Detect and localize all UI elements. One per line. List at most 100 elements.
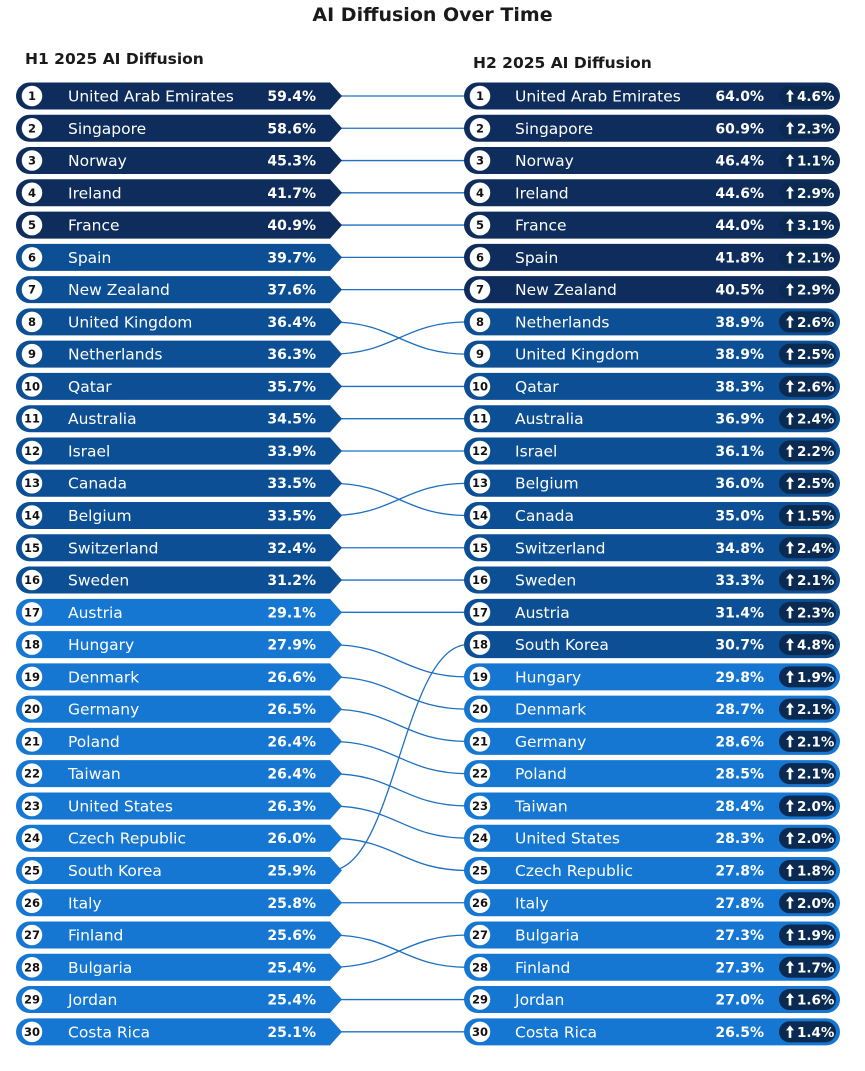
h1-rank-badge (20, 374, 44, 399)
h2-delta-badge (779, 1021, 836, 1043)
h2-row-bar (464, 437, 840, 465)
h2-rank-number: 3 (476, 154, 484, 168)
h2-rank-number: 8 (476, 315, 484, 329)
h2-rank-badge (468, 665, 492, 689)
h2-delta-badge (779, 85, 836, 107)
h1-row-bar (16, 792, 342, 820)
h1-row-bar (16, 953, 342, 981)
up-arrow-icon (786, 831, 794, 845)
h1-value-label: 37.6% (267, 283, 316, 299)
h1-country-label: Taiwan (67, 765, 121, 783)
h1-row: 10 Qatar 35.7% (16, 372, 342, 400)
h2-row: 4 Ireland 44.6% 2.9% (464, 179, 840, 207)
h1-country-label: Italy (68, 894, 102, 912)
h1-country-label: Poland (68, 733, 120, 751)
h2-row: 6 Spain 41.8% 2.1% (464, 243, 840, 271)
up-arrow-icon (786, 799, 794, 812)
h1-rank-badge (20, 761, 44, 786)
h2-country-label: Finland (515, 959, 570, 977)
up-arrow-icon (786, 734, 794, 748)
h2-delta-badge (779, 730, 836, 752)
h1-row-bar (16, 82, 342, 110)
h1-row: 20 Germany 26.5% (16, 695, 342, 723)
h1-row: 18 Hungary 27.9% (16, 631, 342, 659)
h2-row-bar (464, 308, 840, 336)
h2-rank-badge (468, 987, 492, 1012)
h2-row-bar (464, 792, 840, 820)
h2-value-label: 31.4% (715, 605, 764, 621)
h2-delta-label: 2.9% (797, 283, 835, 299)
h2-value-label: 40.5% (715, 283, 764, 299)
h1-row: 6 Spain 39.7% (16, 243, 342, 271)
connector-germany (329, 708, 469, 743)
h2-row: 1 United Arab Emirates 64.0% 4.6% (464, 82, 840, 110)
h2-value-label: 28.5% (715, 767, 764, 783)
h2-rank-number: 22 (472, 767, 488, 781)
h2-row-bar (464, 856, 840, 884)
h2-delta-label: 2.0% (797, 831, 835, 847)
h2-rank-number: 25 (472, 863, 488, 877)
h1-value-label: 25.9% (267, 863, 316, 879)
up-arrow-icon (786, 702, 794, 716)
h2-delta-badge (779, 924, 836, 946)
h1-rank-number: 6 (28, 250, 36, 264)
h1-row: 17 Austria 29.1% (16, 598, 342, 626)
h2-row: 26 Italy 27.8% 2.0% (464, 889, 840, 917)
h1-country-label: Denmark (68, 668, 139, 686)
h2-rank-badge (468, 503, 492, 528)
up-arrow-icon (786, 605, 794, 619)
h2-rank-number: 1 (476, 89, 484, 103)
h2-country-label: Norway (515, 152, 574, 170)
h1-country-label: Costa Rica (68, 1023, 150, 1041)
chart-title: AI Diffusion Over Time (312, 4, 553, 26)
h1-row: 7 New Zealand 37.6% (16, 276, 342, 304)
h1-country-label: Belgium (68, 507, 132, 525)
h2-delta-badge (779, 311, 836, 333)
h2-row-bar (464, 598, 840, 626)
h1-country-label: Czech Republic (68, 830, 186, 848)
h2-rank-badge (468, 148, 492, 173)
h2-delta-label: 4.6% (797, 89, 835, 105)
h2-delta-label: 1.9% (797, 928, 835, 944)
h2-delta-badge (779, 182, 836, 204)
h2-value-label: 38.3% (715, 379, 764, 395)
h2-rank-badge (468, 471, 492, 495)
h2-row: 3 Norway 46.4% 1.1% (464, 147, 840, 175)
h2-rank-number: 24 (472, 831, 488, 845)
h1-rank-number: 7 (28, 283, 36, 297)
h2-value-label: 27.8% (715, 863, 764, 879)
h2-delta-label: 2.1% (797, 734, 835, 750)
h2-value-label: 36.0% (715, 476, 764, 492)
h2-country-label: United States (515, 830, 620, 848)
h2-country-label: Costa Rica (515, 1023, 597, 1041)
h2-value-label: 27.3% (715, 928, 764, 944)
h1-row-bar (16, 502, 342, 530)
h2-panel-title: H2 2025 AI Diffusion (473, 54, 652, 72)
h1-row-bar (16, 308, 342, 336)
h2-delta-badge (779, 150, 836, 172)
h2-country-label: United Arab Emirates (515, 88, 681, 106)
h2-row-bar (464, 631, 840, 659)
h2-delta-label: 2.1% (797, 767, 835, 783)
h2-rank-badge (468, 794, 492, 818)
h2-value-label: 29.8% (715, 670, 764, 686)
h1-rank-badge (20, 277, 44, 302)
h1-country-label: United States (68, 797, 173, 815)
h1-rank-badge (20, 955, 44, 980)
h1-value-label: 59.4% (267, 89, 316, 105)
h2-row-bar (464, 824, 840, 852)
h2-delta-label: 2.4% (797, 412, 835, 428)
up-arrow-icon (786, 89, 794, 102)
h2-country-label: Qatar (515, 378, 559, 396)
h2-country-label: Denmark (515, 701, 586, 719)
up-arrow-icon (786, 541, 794, 554)
h1-rank-badge (20, 245, 44, 270)
h1-row: 4 Ireland 41.7% (16, 179, 342, 207)
h2-country-label: Switzerland (515, 539, 605, 557)
h1-rank-number: 10 (24, 379, 40, 393)
h2-delta-badge (779, 537, 836, 559)
h1-row: 26 Italy 25.8% (16, 889, 342, 917)
h2-row-bar (464, 82, 840, 110)
h1-country-label: New Zealand (68, 281, 170, 299)
h2-rank-badge (468, 761, 492, 786)
